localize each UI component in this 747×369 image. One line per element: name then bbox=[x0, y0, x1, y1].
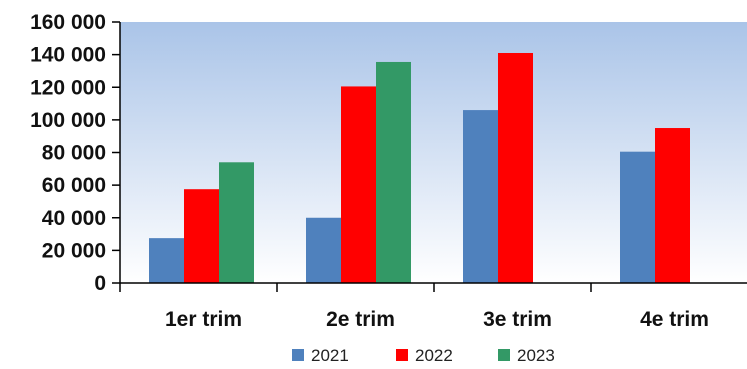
legend-label-2021: 2021 bbox=[311, 346, 349, 365]
legend-label-2023: 2023 bbox=[517, 346, 555, 365]
y-tick-label: 160 000 bbox=[30, 11, 106, 34]
legend-swatch-2021 bbox=[292, 349, 304, 361]
y-tick-label: 0 bbox=[94, 272, 106, 295]
bar-2e-trim-2023 bbox=[376, 61, 411, 284]
bar-4e-trim-2022 bbox=[655, 128, 690, 283]
bar-2e-trim-2021 bbox=[306, 217, 341, 283]
category-label-2e-trim: 2e trim bbox=[326, 308, 395, 331]
bar-3e-trim-2021 bbox=[463, 110, 498, 284]
bar-2e-trim-2022 bbox=[341, 86, 376, 283]
bar-3e-trim-2022 bbox=[498, 52, 533, 284]
bar-4e-trim-2021 bbox=[620, 151, 655, 283]
y-tick-label: 120 000 bbox=[30, 76, 106, 99]
y-tick-label: 40 000 bbox=[42, 207, 106, 230]
legend-swatch-2023 bbox=[498, 349, 510, 361]
y-tick-label: 100 000 bbox=[30, 109, 106, 132]
category-label-4e-trim: 4e trim bbox=[640, 308, 709, 331]
y-tick-label: 80 000 bbox=[42, 142, 106, 165]
bar-1er-trim-2023 bbox=[219, 162, 254, 283]
category-label-3e-trim: 3e trim bbox=[483, 308, 552, 331]
y-tick-label: 140 000 bbox=[30, 44, 106, 67]
legend-swatch-2022 bbox=[396, 349, 408, 361]
legend-label-2022: 2022 bbox=[415, 346, 453, 365]
y-tick-label: 20 000 bbox=[42, 239, 106, 262]
bar-1er-trim-2022 bbox=[184, 189, 219, 283]
bar-1er-trim-2021 bbox=[149, 238, 184, 283]
category-label-1er-trim: 1er trim bbox=[165, 308, 242, 331]
y-tick-label: 60 000 bbox=[42, 174, 106, 197]
